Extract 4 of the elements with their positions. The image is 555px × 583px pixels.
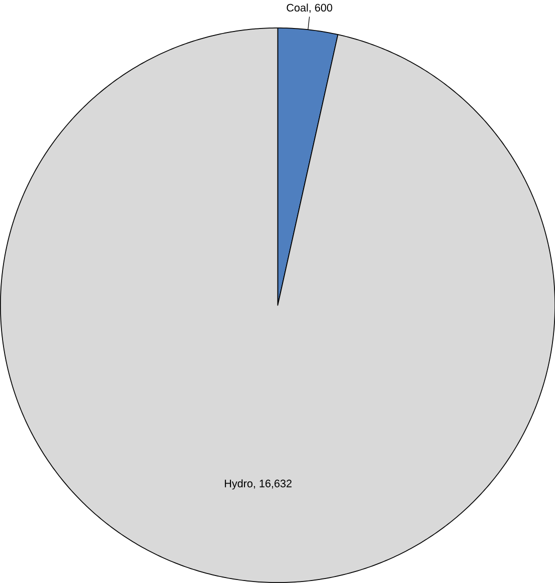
slice-label: Hydro (224, 479, 252, 490)
data-label: , 16,632 (254, 480, 292, 489)
data-label: , 600 (309, 4, 332, 13)
slice-label: Coal (286, 4, 308, 12)
